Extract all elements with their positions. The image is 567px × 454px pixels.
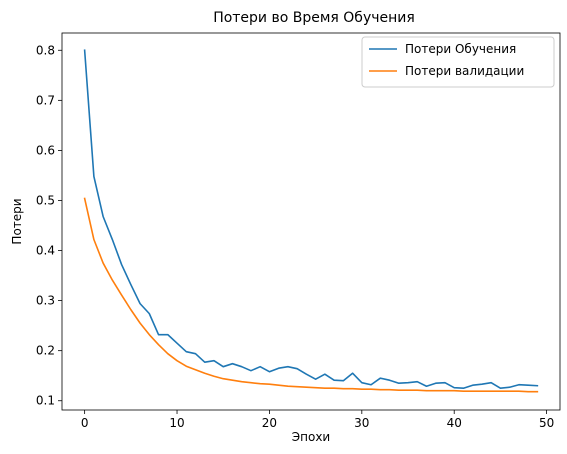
x-tick-label: 30 (354, 416, 369, 430)
y-tick-label: 0.4 (36, 244, 55, 258)
x-tick-label: 50 (539, 416, 554, 430)
y-axis-label: Потери (10, 198, 24, 244)
x-tick-label: 10 (169, 416, 184, 430)
y-tick-label: 0.2 (36, 344, 55, 358)
chart-title: Потери во Время Обучения (213, 10, 415, 26)
legend-label-validation: Потери валидации (405, 64, 524, 78)
series-line-validation (83, 197, 539, 393)
x-axis-label: Эпохи (292, 430, 330, 444)
y-tick-label: 0.7 (36, 93, 55, 107)
x-axis: 0 10 20 30 40 50 (81, 410, 554, 430)
y-tick-label: 0.6 (36, 143, 55, 157)
plot-frame (61, 32, 561, 411)
legend: Потери Обучения Потери валидации (361, 36, 555, 88)
y-tick-label: 0.3 (36, 294, 55, 308)
legend-label-training: Потери Обучения (405, 42, 516, 56)
legend-frame (361, 36, 555, 88)
y-axis: 0.1 0.2 0.3 0.4 0.5 0.6 0.7 0.8 (36, 43, 62, 408)
x-tick-label: 40 (447, 416, 462, 430)
x-tick-label: 20 (262, 416, 277, 430)
series-line-training (83, 49, 539, 390)
y-tick-label: 0.5 (36, 193, 55, 207)
y-tick-label: 0.1 (36, 394, 55, 408)
plot-area (62, 33, 560, 410)
x-tick-label: 0 (81, 416, 89, 430)
series-layer (83, 49, 539, 393)
y-tick-label: 0.8 (36, 43, 55, 57)
